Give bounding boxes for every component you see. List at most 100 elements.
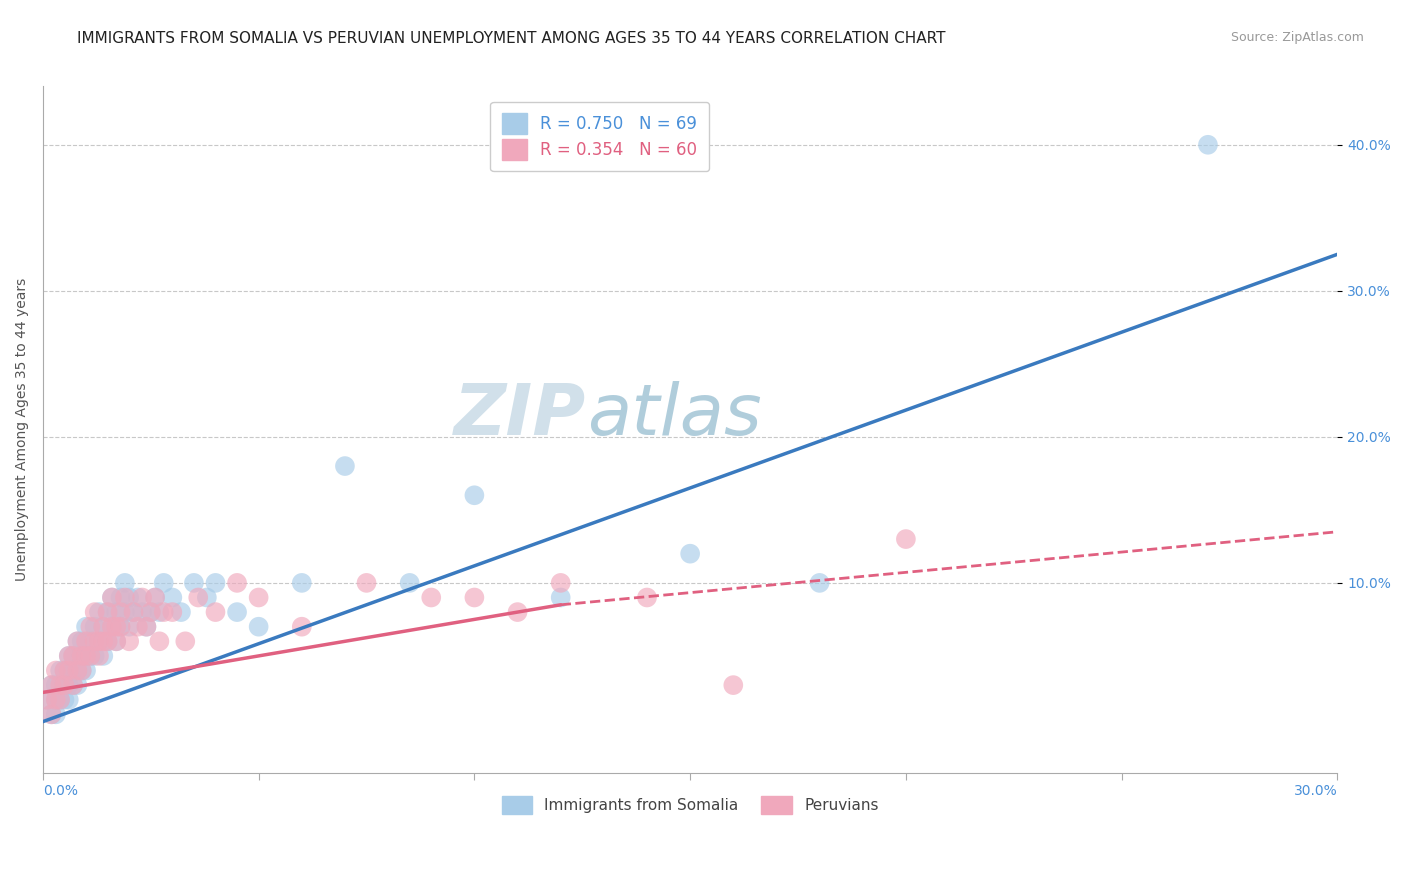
- Point: [118, 620, 141, 634]
- Point: [110, 605, 132, 619]
- Point: [66, 634, 89, 648]
- Point: [83, 648, 105, 663]
- Point: [83, 605, 105, 619]
- Point: [723, 678, 745, 692]
- Point: [1197, 137, 1219, 152]
- Point: [45, 692, 67, 706]
- Point: [91, 620, 114, 634]
- Point: [70, 664, 93, 678]
- Point: [62, 678, 84, 692]
- Point: [66, 664, 89, 678]
- Text: ZIP: ZIP: [454, 381, 586, 450]
- Point: [247, 591, 270, 605]
- Point: [162, 591, 184, 605]
- Point: [356, 575, 378, 590]
- Point: [45, 664, 67, 678]
- Point: [118, 591, 141, 605]
- Point: [79, 648, 101, 663]
- Point: [45, 707, 67, 722]
- Point: [333, 458, 356, 473]
- Point: [97, 605, 120, 619]
- Point: [247, 620, 270, 634]
- Point: [62, 678, 84, 692]
- Point: [105, 620, 128, 634]
- Point: [49, 692, 72, 706]
- Point: [550, 591, 572, 605]
- Point: [91, 634, 114, 648]
- Point: [131, 605, 153, 619]
- Point: [87, 634, 110, 648]
- Point: [58, 678, 80, 692]
- Point: [66, 678, 89, 692]
- Point: [37, 692, 59, 706]
- Y-axis label: Unemployment Among Ages 35 to 44 years: Unemployment Among Ages 35 to 44 years: [15, 278, 30, 582]
- Point: [170, 605, 193, 619]
- Point: [114, 605, 136, 619]
- Point: [114, 591, 136, 605]
- Point: [110, 620, 132, 634]
- Point: [636, 591, 658, 605]
- Point: [75, 664, 97, 678]
- Point: [75, 634, 97, 648]
- Point: [87, 648, 110, 663]
- Point: [53, 678, 76, 692]
- Text: atlas: atlas: [586, 381, 761, 450]
- Text: Source: ZipAtlas.com: Source: ZipAtlas.com: [1230, 31, 1364, 45]
- Point: [420, 591, 443, 605]
- Point: [187, 591, 209, 605]
- Text: 30.0%: 30.0%: [1294, 784, 1337, 798]
- Point: [174, 634, 197, 648]
- Point: [53, 678, 76, 692]
- Point: [49, 664, 72, 678]
- Point: [143, 591, 166, 605]
- Point: [139, 605, 162, 619]
- Point: [87, 634, 110, 648]
- Point: [97, 634, 120, 648]
- Point: [131, 591, 153, 605]
- Point: [58, 692, 80, 706]
- Point: [204, 605, 226, 619]
- Point: [53, 664, 76, 678]
- Point: [122, 605, 145, 619]
- Point: [135, 620, 157, 634]
- Point: [127, 591, 149, 605]
- Point: [226, 605, 249, 619]
- Point: [118, 634, 141, 648]
- Point: [143, 591, 166, 605]
- Point: [70, 634, 93, 648]
- Point: [91, 648, 114, 663]
- Point: [41, 678, 63, 692]
- Point: [91, 620, 114, 634]
- Point: [97, 605, 120, 619]
- Point: [122, 605, 145, 619]
- Point: [105, 605, 128, 619]
- Point: [152, 575, 174, 590]
- Point: [87, 605, 110, 619]
- Point: [226, 575, 249, 590]
- Point: [66, 634, 89, 648]
- Point: [148, 605, 170, 619]
- Point: [162, 605, 184, 619]
- Point: [204, 575, 226, 590]
- Point: [79, 620, 101, 634]
- Point: [183, 575, 205, 590]
- Point: [45, 692, 67, 706]
- Point: [79, 648, 101, 663]
- Point: [70, 648, 93, 663]
- Point: [37, 692, 59, 706]
- Point: [83, 620, 105, 634]
- Point: [41, 678, 63, 692]
- Point: [58, 664, 80, 678]
- Legend: Immigrants from Somalia, Peruvians: Immigrants from Somalia, Peruvians: [492, 787, 889, 823]
- Point: [291, 620, 314, 634]
- Point: [53, 692, 76, 706]
- Text: IMMIGRANTS FROM SOMALIA VS PERUVIAN UNEMPLOYMENT AMONG AGES 35 TO 44 YEARS CORRE: IMMIGRANTS FROM SOMALIA VS PERUVIAN UNEM…: [77, 31, 946, 46]
- Point: [101, 620, 124, 634]
- Point: [506, 605, 529, 619]
- Point: [58, 648, 80, 663]
- Point: [62, 648, 84, 663]
- Point: [114, 575, 136, 590]
- Point: [101, 591, 124, 605]
- Point: [49, 678, 72, 692]
- Point: [75, 648, 97, 663]
